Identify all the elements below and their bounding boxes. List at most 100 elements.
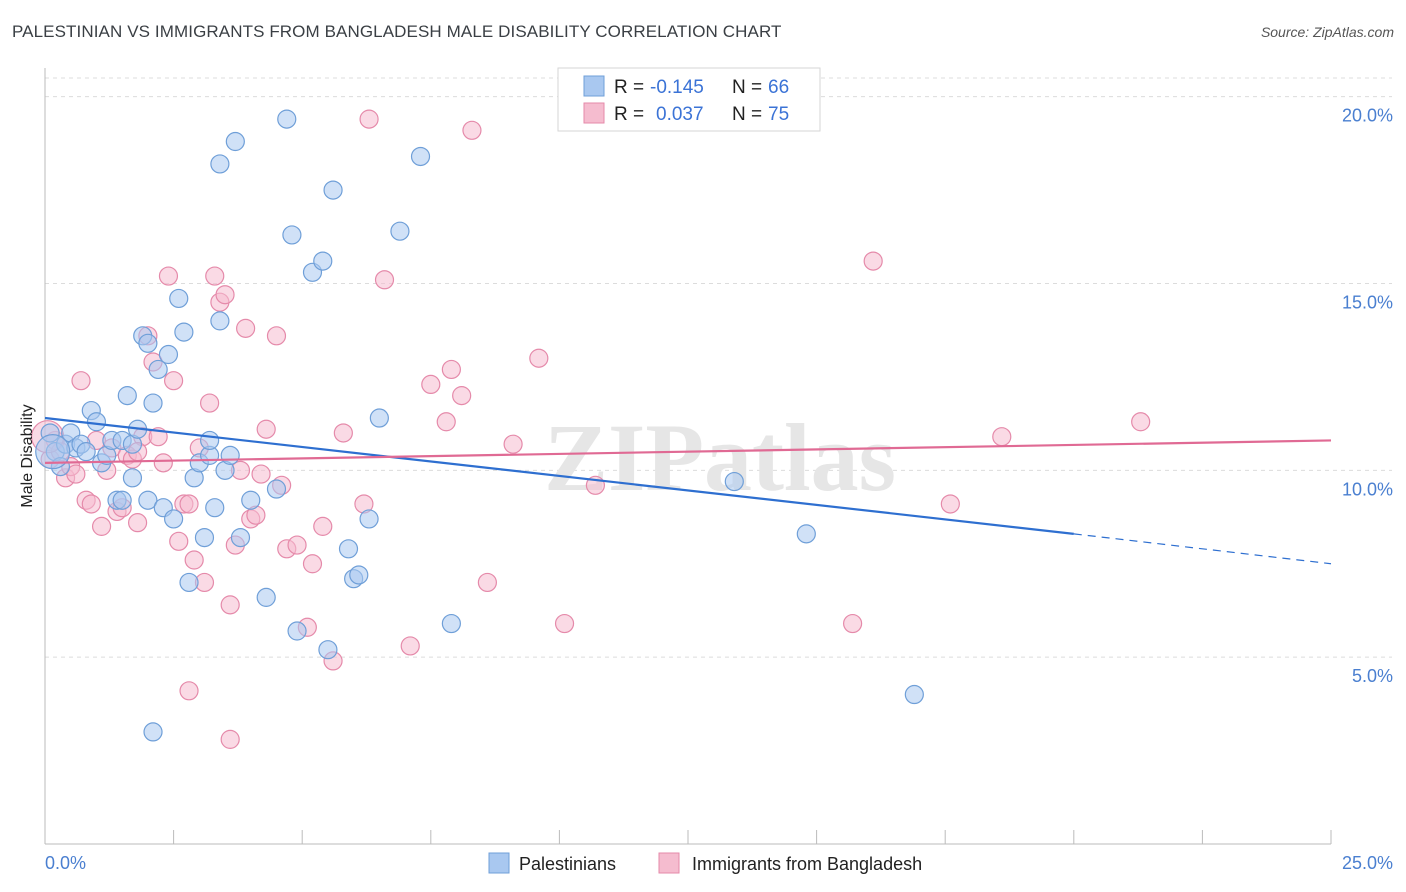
legend-n-value-0: 66 <box>768 77 789 98</box>
y-tick-label-1: 10.0% <box>1342 479 1393 499</box>
bangladesh-point-28 <box>184 550 204 570</box>
palestinian-point-51 <box>318 640 338 660</box>
palestinian-point-22 <box>138 333 158 353</box>
legend-r-label-1: R = <box>614 104 644 125</box>
gridlines <box>45 77 1392 658</box>
palestinian-point-9 <box>86 412 107 432</box>
palestinian-point-46 <box>277 109 297 129</box>
palestinian-point-61 <box>724 471 744 492</box>
x-tick-label-0: 0.0% <box>45 853 86 873</box>
bottom-legend-swatch-pink <box>658 852 680 874</box>
bangladesh-point-54 <box>400 636 420 656</box>
bangladesh-point-27 <box>179 494 199 514</box>
bangladesh-point-68 <box>992 427 1012 447</box>
trend-lines <box>44 416 1332 565</box>
bottom-legend-label-0: Palestinians <box>519 854 616 874</box>
bangladesh-point-70 <box>179 681 199 701</box>
bangladesh-point-10 <box>91 516 112 536</box>
bangladesh-point-23 <box>158 266 179 286</box>
palestinian-point-56 <box>359 509 379 529</box>
palestinian-point-62 <box>796 524 816 544</box>
bottom-legend-swatch-blue <box>488 852 510 874</box>
bangladesh-point-48 <box>302 554 323 574</box>
bangladesh-point-67 <box>940 494 960 514</box>
bangladesh-point-5 <box>66 464 86 484</box>
palestinian-point-26 <box>158 344 179 365</box>
palestinian-point-21 <box>138 490 158 510</box>
top-legend: R = -0.145 N = 66 R = 0.037 N = 75 <box>557 67 821 132</box>
legend-swatch-blue <box>583 75 605 97</box>
chart-title: PALESTINIAN VS IMMIGRANTS FROM BANGLADES… <box>12 22 782 41</box>
bangladesh-point-69 <box>1131 412 1151 432</box>
palestinian-point-47 <box>282 225 302 245</box>
palestinian-point-42 <box>230 527 251 548</box>
bangladesh-point-65 <box>843 613 863 634</box>
bangladesh-point-17 <box>127 513 148 533</box>
bangladesh-point-57 <box>441 359 461 380</box>
palestinian-point-50 <box>313 251 333 271</box>
palestinian-point-29 <box>174 322 194 342</box>
x-tick-labels: 0.0% 25.0% <box>45 853 1393 873</box>
palestinian-point-38 <box>210 311 230 331</box>
bangladesh-point-59 <box>462 120 482 140</box>
bangladesh-point-51 <box>333 423 353 443</box>
legend-n-label-0: N = <box>732 77 762 98</box>
palestinian-point-30 <box>179 572 199 593</box>
palestinian-point-36 <box>205 498 225 518</box>
bangladesh-point-63 <box>554 613 575 634</box>
bangladesh-point-49 <box>313 516 333 536</box>
bangladesh-point-55 <box>421 374 441 394</box>
palestinian-point-41 <box>225 131 245 152</box>
y-tick-label-0: 5.0% <box>1352 666 1393 686</box>
palestinian-point-59 <box>410 146 431 167</box>
bangladesh-point-62 <box>529 348 549 368</box>
palestinian-point-65 <box>35 434 71 470</box>
legend-r-value-0: -0.145 <box>650 77 704 98</box>
palestinian-point-64 <box>143 722 163 742</box>
palestinian-point-55 <box>349 565 369 585</box>
palestinian-point-35 <box>200 430 220 451</box>
bangladesh-point-56 <box>436 412 456 432</box>
palestinian-point-17 <box>122 468 143 488</box>
y-tick-label-3: 20.0% <box>1342 106 1393 126</box>
bangladesh-point-34 <box>215 285 235 305</box>
palestinian-point-60 <box>441 613 461 634</box>
palestinian-point-52 <box>323 180 343 200</box>
bangladesh-point-31 <box>200 393 220 413</box>
bangladesh-point-32 <box>205 266 225 286</box>
palestinian-point-48 <box>287 621 307 641</box>
x-tick-label-1: 25.0% <box>1342 853 1393 873</box>
legend-n-value-1: 75 <box>768 104 789 125</box>
bangladesh-point-25 <box>169 531 189 551</box>
palestinian-point-44 <box>256 587 276 607</box>
y-axis-label: Male Disability <box>19 404 36 507</box>
bangladesh-point-60 <box>477 572 497 593</box>
bangladesh-point-46 <box>287 535 307 555</box>
palestinian-point-43 <box>241 490 261 510</box>
palestinian-point-27 <box>164 509 184 529</box>
palestinians-trend-extension <box>1073 533 1332 565</box>
bangladesh-point-61 <box>503 434 523 454</box>
bangladesh-point-58 <box>452 386 472 406</box>
bangladesh-point-43 <box>266 326 287 346</box>
palestinian-point-28 <box>169 288 189 309</box>
bangladesh-trend-line <box>44 439 1332 464</box>
bangladesh-point-53 <box>374 270 395 290</box>
palestinian-point-33 <box>194 527 215 548</box>
bangladesh-point-35 <box>220 595 240 615</box>
bangladesh-point-42 <box>256 419 276 439</box>
bangladesh-point-41 <box>251 464 271 484</box>
palestinian-point-23 <box>143 393 163 413</box>
palestinian-point-45 <box>266 479 287 499</box>
legend-r-value-1: 0.037 <box>656 104 704 125</box>
palestinian-point-63 <box>904 684 924 705</box>
palestinian-point-58 <box>390 221 410 241</box>
legend-n-label-1: N = <box>732 104 762 125</box>
palestinian-point-53 <box>338 539 359 559</box>
bangladesh-point-71 <box>220 729 240 749</box>
palestinian-point-7 <box>76 442 96 462</box>
legend-r-label-0: R = <box>614 77 644 98</box>
bangladesh-point-24 <box>164 371 184 391</box>
bottom-legend-label-1: Immigrants from Bangladesh <box>692 854 922 874</box>
chart-source: Source: ZipAtlas.com <box>1260 24 1394 40</box>
